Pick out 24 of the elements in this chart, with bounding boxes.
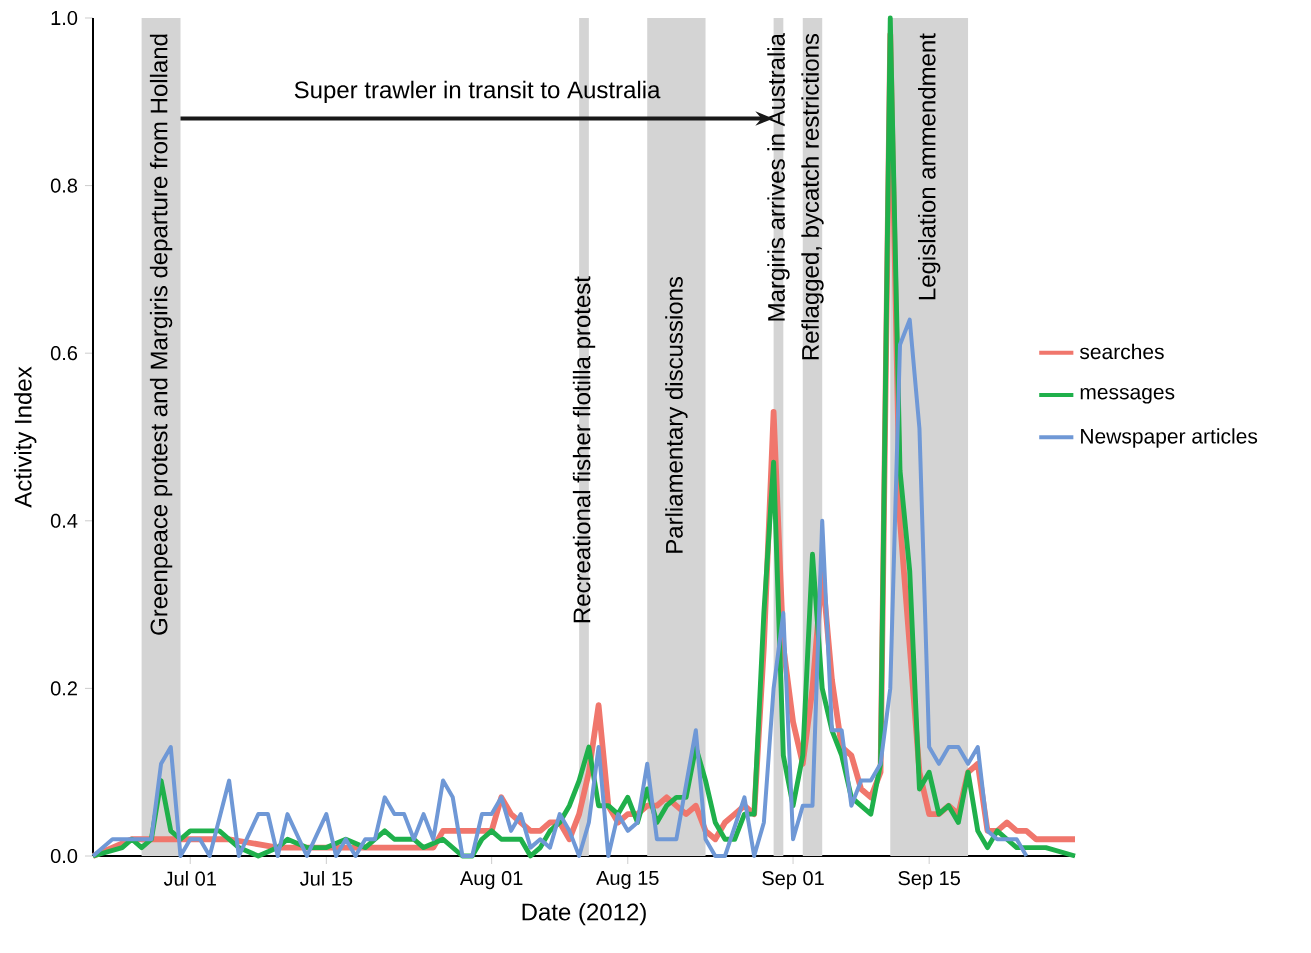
band-label: Margiris arrives in Australia — [767, 33, 790, 321]
legend-label: messages — [1080, 387, 1175, 404]
y-tick-label: 0.4 — [50, 513, 78, 528]
y-tick-label: 0.2 — [50, 681, 77, 696]
y-axis-title: Activity Index — [14, 366, 37, 508]
y-tick-label: 0.0 — [50, 848, 78, 864]
x-tick-label: Sep 15 — [898, 871, 960, 890]
legend-label: searches — [1079, 343, 1164, 360]
annotation: Super trawler in transit to Australia — [294, 80, 661, 104]
band-label: Parliamentary discussions — [665, 276, 688, 553]
legend-label: Newspaper articles — [1081, 428, 1258, 448]
x-tick-label: Sep 01 — [762, 871, 824, 890]
y-tick-label: 1.0 — [51, 10, 78, 26]
band-label: Reflagged, bycatch restrictions — [801, 33, 824, 360]
band-label: Legislation ammendment — [918, 33, 941, 300]
x-tick-label: Jul 01 — [163, 871, 216, 886]
x-tick-label: Jul 15 — [299, 871, 353, 886]
x-tick-label: Aug 15 — [596, 871, 659, 889]
x-tick-label: Aug 01 — [459, 871, 523, 890]
band-label: Greenpeace protest and Margiris departure from Holland — [149, 34, 173, 635]
band-label: Recreational fisher flotilla protest — [572, 276, 596, 623]
y-tick-label: 0.8 — [50, 178, 78, 193]
x-axis-title: Date (2012) — [522, 902, 646, 926]
y-tick-label: 0.6 — [50, 346, 78, 361]
